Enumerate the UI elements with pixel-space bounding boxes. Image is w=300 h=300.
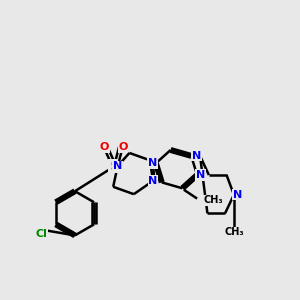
Text: N: N — [113, 161, 122, 171]
Text: O: O — [100, 142, 109, 152]
Text: N: N — [148, 158, 157, 168]
Text: S: S — [109, 160, 118, 173]
Text: CH₃: CH₃ — [203, 195, 223, 205]
Text: Cl: Cl — [35, 229, 47, 239]
Text: N: N — [196, 170, 205, 180]
Text: N: N — [148, 176, 158, 186]
Text: N: N — [192, 151, 201, 161]
Text: O: O — [118, 142, 128, 152]
Text: N: N — [233, 190, 242, 200]
Text: CH₃: CH₃ — [224, 227, 244, 237]
